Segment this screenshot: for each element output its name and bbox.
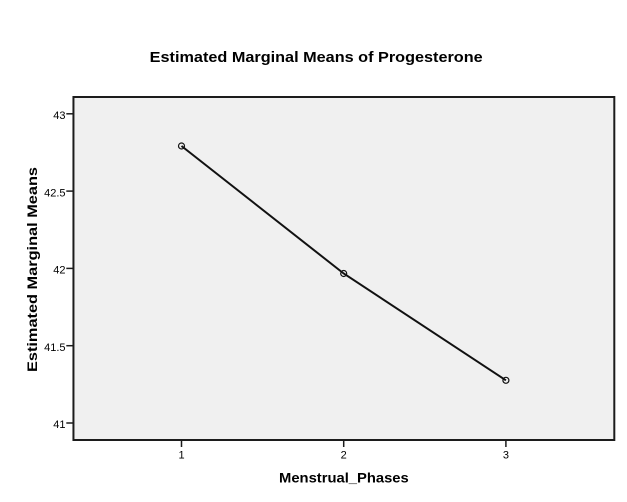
svg-text:42: 42 — [53, 265, 65, 277]
svg-text:3: 3 — [503, 449, 509, 461]
svg-text:42.5: 42.5 — [44, 187, 65, 199]
svg-text:1: 1 — [178, 449, 184, 461]
svg-text:Estimated Marginal Means of Pr: Estimated Marginal Means of Progesterone — [150, 49, 483, 66]
svg-text:2: 2 — [341, 449, 347, 461]
svg-text:41.5: 41.5 — [44, 342, 65, 354]
svg-text:41: 41 — [53, 419, 65, 431]
svg-text:Estimated Marginal Means: Estimated Marginal Means — [24, 167, 40, 372]
svg-text:43: 43 — [53, 110, 65, 122]
svg-text:Menstrual_Phases: Menstrual_Phases — [279, 469, 409, 485]
